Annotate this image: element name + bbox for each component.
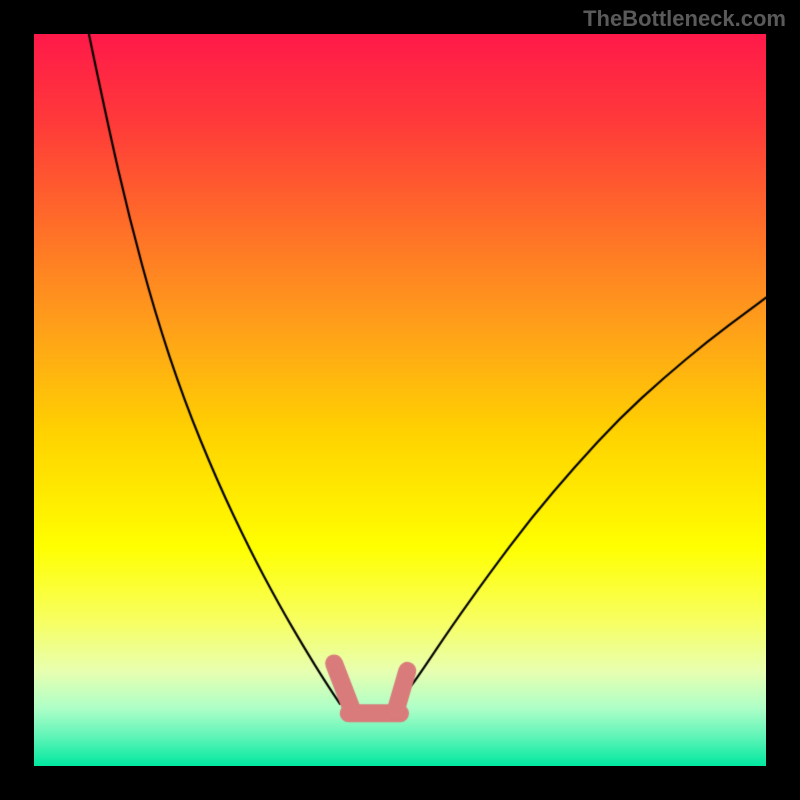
watermark-text: TheBottleneck.com xyxy=(583,6,786,32)
chart-curve-canvas xyxy=(34,34,766,766)
plot-area xyxy=(34,34,766,766)
